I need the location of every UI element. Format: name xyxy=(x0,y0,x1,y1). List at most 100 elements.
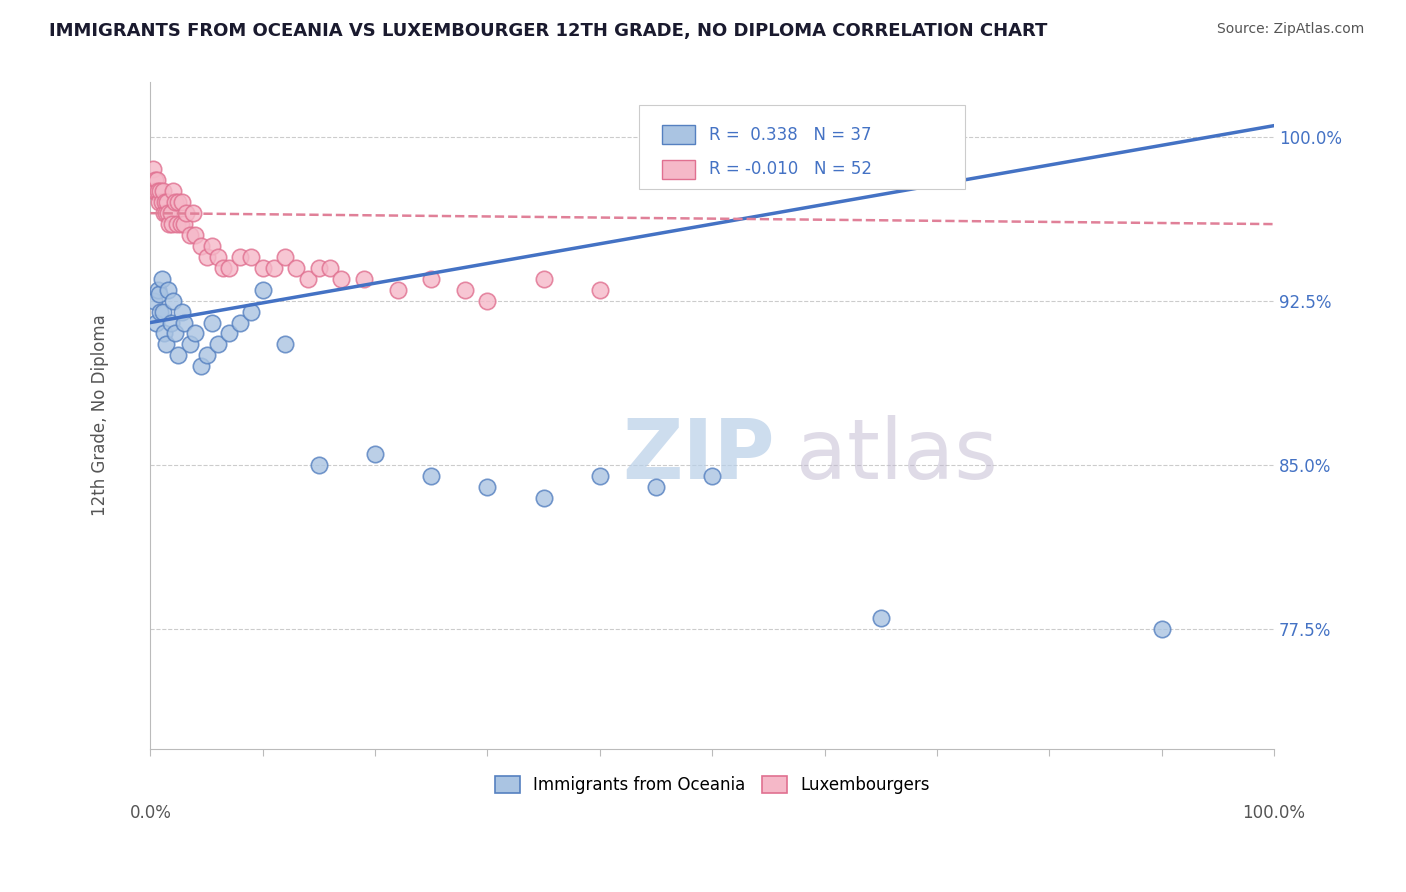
Point xyxy=(176,206,198,220)
Point xyxy=(190,239,212,253)
Point xyxy=(387,283,409,297)
Point xyxy=(589,283,612,297)
Point xyxy=(170,195,193,210)
Point xyxy=(142,293,165,308)
Point xyxy=(159,217,181,231)
Point xyxy=(159,206,181,220)
Point xyxy=(150,195,173,210)
Point xyxy=(156,195,179,210)
Point xyxy=(319,260,342,275)
Text: R =  0.338   N = 37: R = 0.338 N = 37 xyxy=(709,126,872,144)
Point xyxy=(477,293,499,308)
Text: R = -0.010   N = 52: R = -0.010 N = 52 xyxy=(709,161,872,178)
Text: 0.0%: 0.0% xyxy=(129,804,172,822)
Point xyxy=(173,316,195,330)
Point xyxy=(190,359,212,374)
Point xyxy=(229,316,252,330)
Point xyxy=(167,195,190,210)
Text: Source: ZipAtlas.com: Source: ZipAtlas.com xyxy=(1216,22,1364,37)
Point xyxy=(263,260,285,275)
Point xyxy=(155,337,177,351)
Point xyxy=(153,206,176,220)
Point xyxy=(160,217,183,231)
Point xyxy=(645,480,668,494)
Text: 100.0%: 100.0% xyxy=(1243,804,1305,822)
Point xyxy=(201,239,224,253)
Point xyxy=(155,206,177,220)
Point xyxy=(533,491,555,505)
Point xyxy=(142,162,165,177)
Point xyxy=(420,468,443,483)
Point xyxy=(148,184,170,198)
Point xyxy=(170,217,193,231)
Point xyxy=(165,326,187,341)
Point xyxy=(274,250,297,264)
Point xyxy=(149,304,172,318)
Point xyxy=(364,447,387,461)
Point xyxy=(229,250,252,264)
Point xyxy=(285,260,308,275)
Point xyxy=(195,348,218,362)
Point xyxy=(142,184,165,198)
Point xyxy=(477,480,499,494)
Point xyxy=(159,316,181,330)
Point xyxy=(166,217,188,231)
Point xyxy=(297,272,319,286)
FancyBboxPatch shape xyxy=(662,160,696,178)
Point xyxy=(162,184,184,198)
Point xyxy=(533,272,555,286)
Point xyxy=(148,283,170,297)
Point xyxy=(170,304,193,318)
Point xyxy=(1150,622,1173,636)
Point xyxy=(145,316,167,330)
Point xyxy=(330,272,353,286)
Point xyxy=(153,326,176,341)
Point xyxy=(149,184,172,198)
Point xyxy=(184,326,207,341)
Point xyxy=(420,272,443,286)
Point xyxy=(150,272,173,286)
Point xyxy=(454,283,477,297)
Point xyxy=(218,326,240,341)
Point xyxy=(589,468,612,483)
FancyBboxPatch shape xyxy=(640,105,965,189)
Point xyxy=(207,250,229,264)
Point xyxy=(152,304,174,318)
Point xyxy=(252,260,274,275)
Point xyxy=(212,260,235,275)
Point xyxy=(145,184,167,198)
Point xyxy=(240,250,263,264)
Point xyxy=(184,228,207,243)
Point xyxy=(179,228,201,243)
Point xyxy=(274,337,297,351)
Point xyxy=(148,287,170,301)
Point xyxy=(308,458,330,472)
Point xyxy=(157,283,180,297)
Point xyxy=(195,250,218,264)
Point xyxy=(179,337,201,351)
Text: IMMIGRANTS FROM OCEANIA VS LUXEMBOURGER 12TH GRADE, NO DIPLOMA CORRELATION CHART: IMMIGRANTS FROM OCEANIA VS LUXEMBOURGER … xyxy=(49,22,1047,40)
Point xyxy=(173,217,195,231)
Point xyxy=(207,337,229,351)
Point xyxy=(143,173,166,187)
Point xyxy=(353,272,375,286)
FancyBboxPatch shape xyxy=(662,125,696,144)
Point xyxy=(146,173,169,187)
Point xyxy=(240,304,263,318)
Point xyxy=(148,195,170,210)
Point xyxy=(153,195,176,210)
Text: atlas: atlas xyxy=(796,415,998,496)
Point xyxy=(218,260,240,275)
Point xyxy=(181,206,204,220)
Point xyxy=(252,283,274,297)
Point xyxy=(201,316,224,330)
Point xyxy=(308,260,330,275)
Point xyxy=(162,293,184,308)
Point xyxy=(167,348,190,362)
Point xyxy=(157,206,180,220)
Point xyxy=(165,195,187,210)
Point xyxy=(869,611,891,625)
Legend: Immigrants from Oceania, Luxembourgers: Immigrants from Oceania, Luxembourgers xyxy=(488,770,936,801)
Text: ZIP: ZIP xyxy=(623,415,775,496)
Point xyxy=(702,468,724,483)
